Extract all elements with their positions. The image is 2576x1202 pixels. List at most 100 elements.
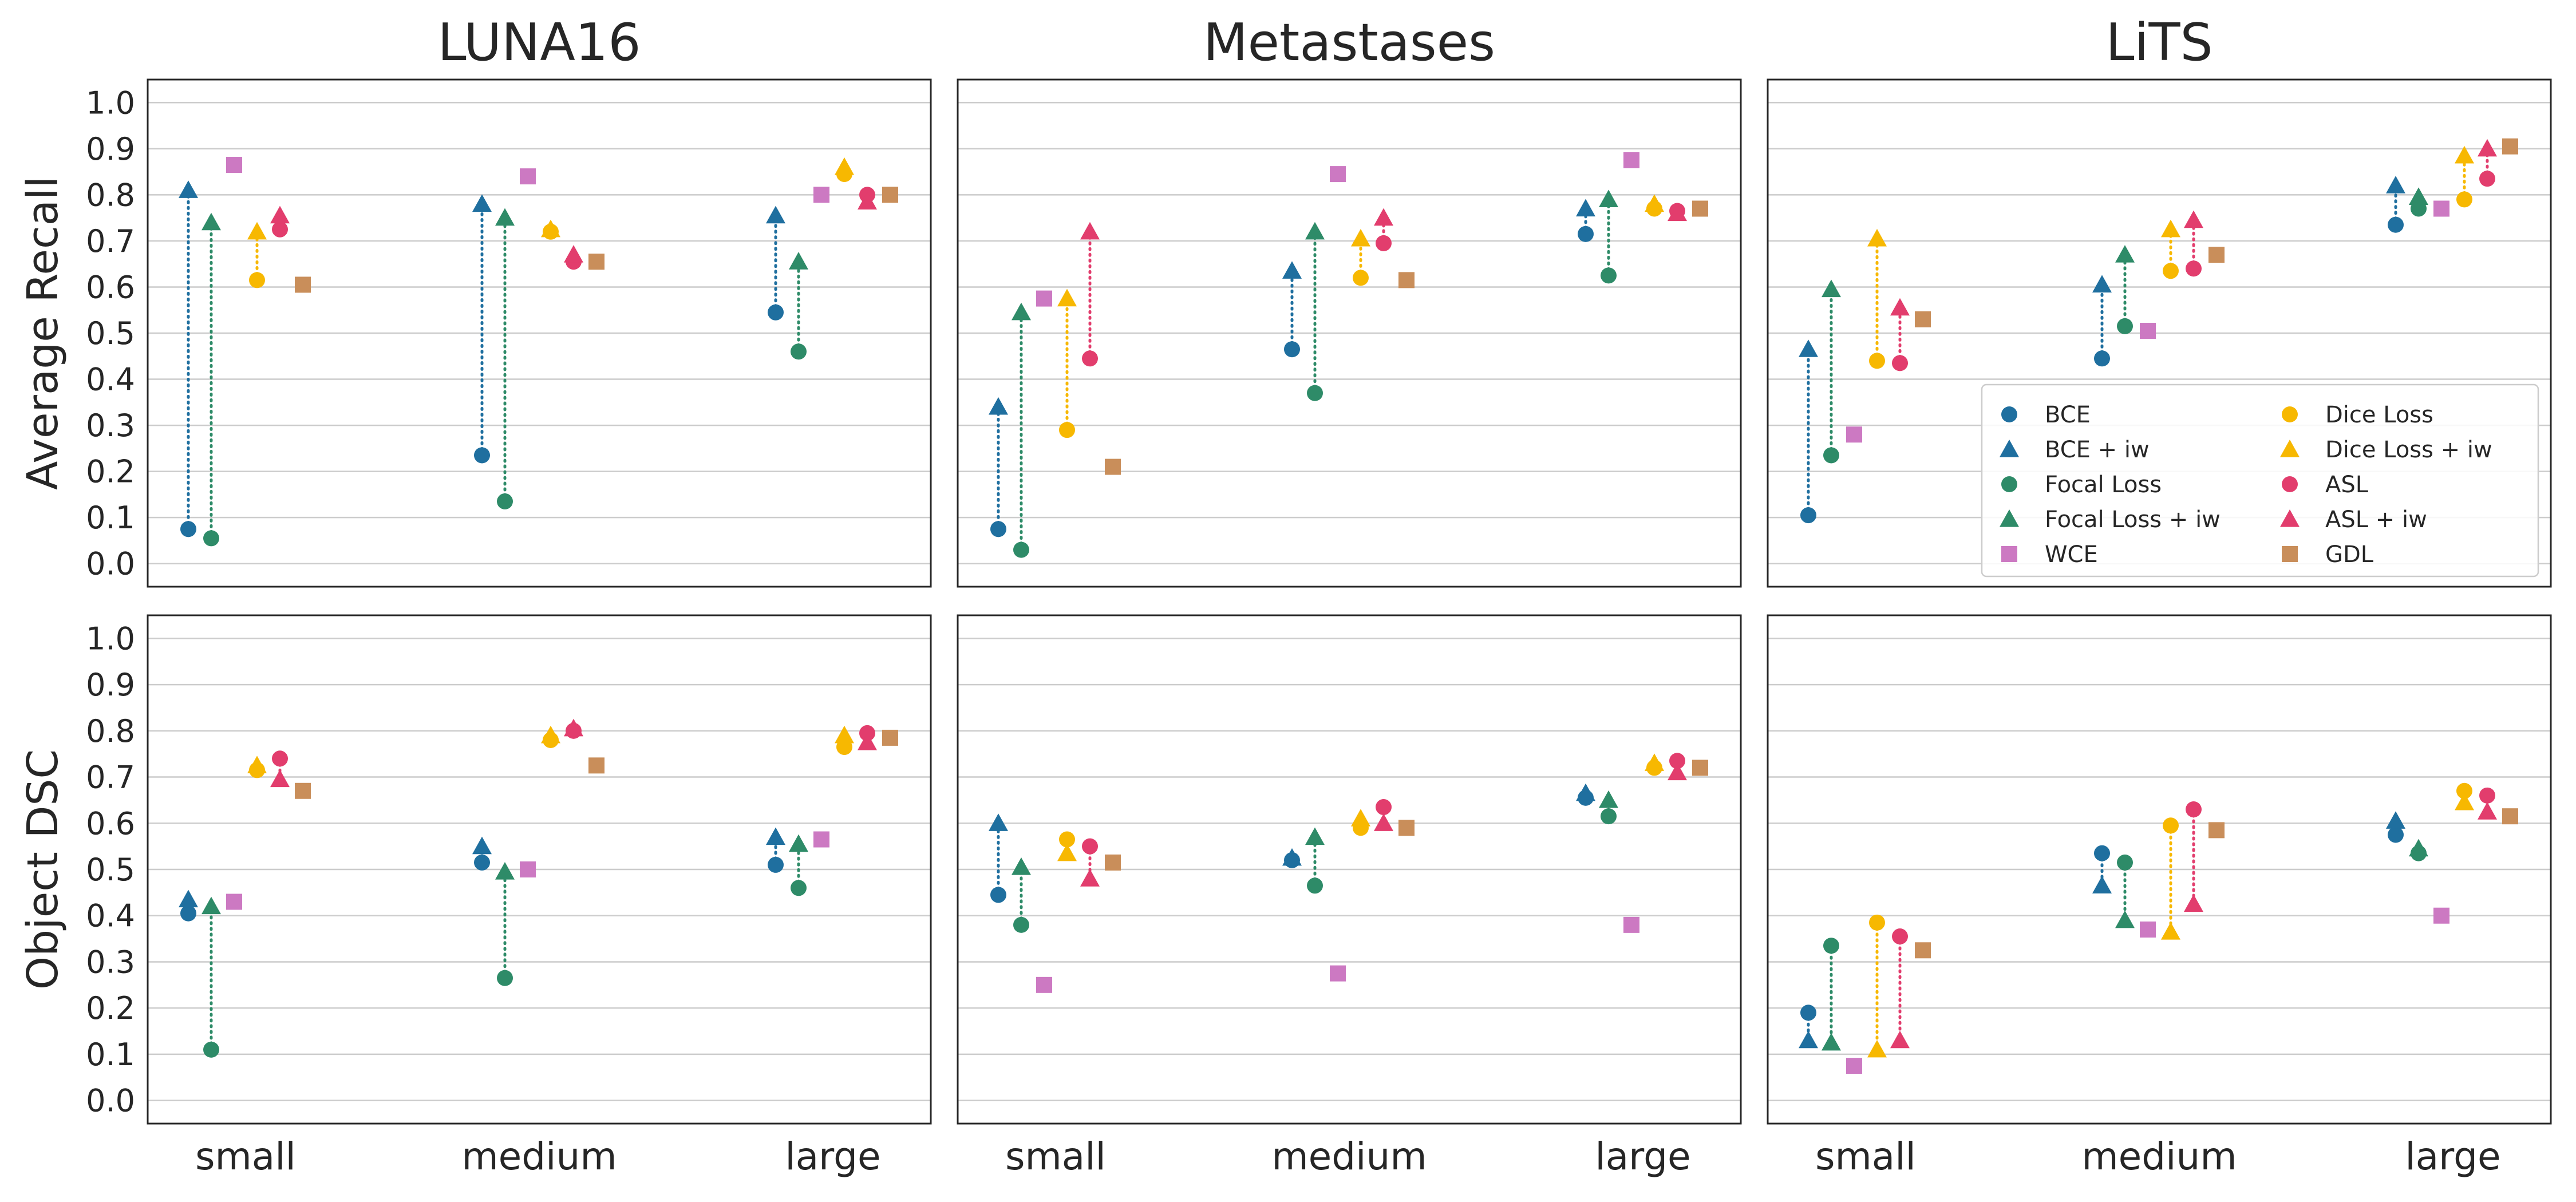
point-dice-loss-iw-large bbox=[835, 157, 854, 175]
point-dice-loss-iw-medium bbox=[2161, 219, 2180, 238]
point-wce-large bbox=[1623, 152, 1639, 168]
legend-item-asl: ASL bbox=[2282, 472, 2369, 498]
point-wce-medium bbox=[2140, 921, 2156, 938]
legend-label-focal-loss: Focal Loss bbox=[2045, 472, 2162, 498]
y-tick-label: 0.0 bbox=[86, 546, 135, 582]
panel-title-luna16: LUNA16 bbox=[438, 13, 641, 73]
x-tick-label-large: large bbox=[1595, 1134, 1690, 1179]
y-tick-label: 0.0 bbox=[86, 1083, 135, 1119]
legend: BCE BCE + iw Focal Loss Focal Loss + iw WCE D… bbox=[1981, 383, 2539, 578]
point-dice-loss-iw-large bbox=[1645, 753, 1664, 771]
point-wce-large bbox=[813, 831, 829, 848]
point-gdl-small bbox=[1105, 854, 1121, 871]
legend-item-asl-iw: ASL + iw bbox=[2280, 507, 2427, 533]
point-asl-small bbox=[1082, 350, 1098, 367]
point-asl-medium bbox=[2186, 260, 2202, 277]
point-focal-loss-iw-large bbox=[1599, 189, 1618, 208]
point-focal-loss-medium bbox=[2117, 854, 2133, 871]
point-gdl-large bbox=[882, 729, 898, 746]
point-gdl-medium bbox=[588, 757, 605, 774]
point-wce-large bbox=[2433, 907, 2449, 924]
point-asl-iw-medium bbox=[1374, 208, 1393, 226]
point-asl-medium bbox=[1376, 235, 1392, 251]
legend-item-dice-loss: Dice Loss bbox=[2282, 402, 2433, 428]
point-focal-loss-iw-large bbox=[2409, 187, 2428, 205]
point-wce-large bbox=[2433, 200, 2449, 217]
point-dice-loss-iw-small bbox=[1867, 228, 1887, 247]
point-dice-loss-iw-large bbox=[2455, 792, 2474, 810]
point-bce-iw-small bbox=[179, 889, 198, 908]
point-asl-iw-medium bbox=[1374, 813, 1393, 831]
panel-title-metastases: Metastases bbox=[1203, 13, 1495, 73]
legend-label-dice-loss: Dice Loss bbox=[2325, 402, 2433, 428]
point-gdl-small bbox=[1915, 311, 1931, 327]
panel-frame bbox=[957, 78, 1742, 588]
panel-title-lits: LiTS bbox=[2105, 13, 2212, 73]
point-wce-medium bbox=[520, 168, 536, 185]
x-tick-label-medium: medium bbox=[1271, 1134, 1427, 1179]
point-bce-iw-medium bbox=[472, 194, 492, 212]
point-dice-loss-medium bbox=[2163, 817, 2179, 834]
point-bce-iw-large bbox=[2386, 811, 2405, 829]
point-asl-medium bbox=[1376, 799, 1392, 816]
point-dice-loss-small bbox=[1869, 914, 1885, 931]
point-wce-small bbox=[1036, 976, 1052, 993]
y-tick-label: 0.6 bbox=[86, 269, 135, 305]
point-bce-medium bbox=[474, 854, 490, 871]
point-asl-large bbox=[2479, 171, 2495, 187]
point-bce-medium bbox=[474, 447, 490, 464]
point-bce-iw-large bbox=[2386, 176, 2405, 193]
point-wce-small bbox=[1036, 290, 1052, 307]
panel-recall-luna16 bbox=[147, 78, 932, 588]
point-asl-iw-small bbox=[1890, 298, 1910, 316]
point-focal-loss-iw-medium bbox=[495, 208, 515, 226]
point-asl-iw-large bbox=[2478, 139, 2497, 157]
point-asl-iw-large bbox=[1668, 203, 1687, 222]
y-tick-label: 0.9 bbox=[86, 131, 135, 167]
point-bce-iw-small bbox=[989, 397, 1008, 415]
point-gdl-medium bbox=[1398, 820, 1415, 836]
y-tick-label: 1.0 bbox=[86, 85, 135, 121]
point-asl-iw-small bbox=[270, 205, 290, 224]
panel-dsc-metastases bbox=[957, 614, 1742, 1125]
y-axis-label-average-recall: Average Recall bbox=[18, 176, 68, 490]
panel-frame bbox=[1767, 78, 2552, 588]
point-gdl-medium bbox=[588, 254, 605, 270]
legend-label-gdl: GDL bbox=[2325, 541, 2374, 568]
point-dice-loss-iw-medium bbox=[1351, 228, 1370, 247]
legend-item-bce: BCE bbox=[2001, 402, 2091, 428]
point-dice-loss-iw-small bbox=[1057, 288, 1077, 307]
point-focal-loss-medium bbox=[1307, 877, 1323, 894]
point-asl-iw-medium bbox=[564, 718, 583, 737]
legend-label-bce: BCE bbox=[2045, 402, 2091, 428]
point-asl-iw-medium bbox=[2184, 210, 2203, 228]
point-dice-loss-iw-medium bbox=[541, 725, 560, 744]
point-gdl-medium bbox=[1398, 272, 1415, 288]
point-asl-iw-small bbox=[1890, 1030, 1910, 1049]
legend-marker-asl-iw bbox=[2280, 509, 2300, 527]
point-focal-loss-small bbox=[203, 530, 219, 547]
x-tick-label-medium: medium bbox=[2081, 1134, 2237, 1179]
point-bce-iw-medium bbox=[2092, 275, 2112, 293]
point-focal-loss-iw-small bbox=[1012, 302, 1031, 321]
point-dice-loss-iw-small bbox=[1057, 843, 1077, 861]
point-wce-medium bbox=[2140, 322, 2156, 339]
y-tick-label: 0.5 bbox=[86, 852, 135, 888]
point-focal-loss-iw-large bbox=[2409, 839, 2428, 857]
point-bce-small bbox=[990, 521, 1006, 537]
point-asl-iw-small bbox=[270, 769, 290, 788]
point-focal-loss-large bbox=[1601, 267, 1617, 284]
point-bce-iw-small bbox=[1799, 339, 1818, 357]
point-focal-loss-small bbox=[1013, 916, 1029, 933]
point-bce-iw-small bbox=[179, 180, 198, 198]
legend-marker-dice-loss bbox=[2282, 406, 2298, 422]
point-gdl-large bbox=[882, 187, 898, 203]
point-dice-loss-iw-large bbox=[835, 725, 854, 744]
y-tick-label: 0.4 bbox=[86, 898, 135, 934]
point-dice-loss-medium bbox=[1353, 270, 1369, 286]
point-focal-loss-iw-large bbox=[789, 252, 808, 270]
point-bce-iw-large bbox=[766, 205, 785, 224]
panel-frame bbox=[957, 614, 1742, 1125]
point-gdl-large bbox=[1692, 200, 1708, 217]
point-bce-large bbox=[1578, 226, 1594, 242]
